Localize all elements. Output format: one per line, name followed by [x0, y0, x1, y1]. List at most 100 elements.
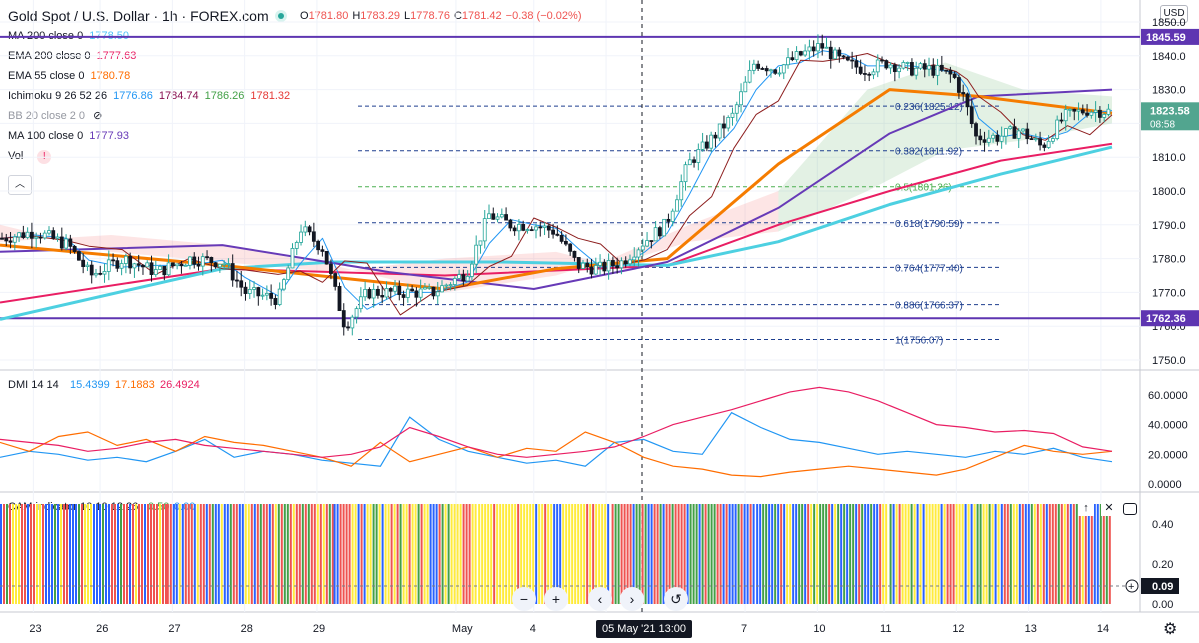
cam-bar [84, 504, 86, 604]
candle-body [615, 265, 620, 269]
candle-body [98, 272, 103, 275]
cam-bar [740, 504, 743, 604]
cam-bar [1051, 504, 1054, 604]
cam-bar [762, 504, 765, 604]
cam-bar [453, 504, 456, 604]
candle-body [722, 123, 726, 129]
cam-bar [304, 504, 307, 604]
candle-body [247, 289, 252, 294]
cam-bar [731, 504, 734, 604]
indicator-legend-row[interactable]: BB 20 close 2 0 ⊘ [8, 109, 102, 123]
pane-close-icon[interactable]: ✕ [1101, 500, 1117, 516]
indicator-legend-row[interactable]: MA 100 close 0 1777.93 [8, 129, 129, 143]
cam-bar [819, 504, 822, 604]
candle-body [534, 226, 538, 231]
cam-bar [1099, 504, 1102, 604]
eye-off-icon[interactable]: ⊘ [93, 110, 103, 122]
cam-bar [870, 504, 873, 604]
cam-bar [801, 504, 804, 604]
indicator-label: BB 20 close 2 0 [8, 110, 86, 122]
cam-bar [408, 504, 411, 604]
candle-body [273, 297, 278, 305]
cam-bar [940, 504, 943, 604]
candle-body [880, 59, 884, 62]
cam-bar [831, 504, 834, 604]
indicator-legend-row[interactable]: Ichimoku 9 26 52 26 1776.86 1784.74 1786.26… [8, 89, 290, 103]
candle-body [1102, 114, 1107, 118]
cam-bar [360, 504, 363, 604]
cam-bar [441, 504, 444, 604]
candle-body [905, 62, 910, 64]
zoom-in-button[interactable]: + [544, 587, 568, 611]
cam-bar [150, 504, 152, 604]
cam-bar [677, 504, 680, 604]
candle-body [341, 310, 346, 328]
cam-bar [598, 504, 601, 604]
cam-bar [378, 504, 381, 604]
price-tick-label: 1810.0 [1152, 152, 1186, 164]
candle-body [222, 263, 227, 266]
candle-body [1055, 119, 1060, 139]
cam-bar [405, 504, 408, 604]
cam-bar [175, 504, 178, 604]
candle-body [546, 225, 551, 231]
cam-bar [544, 504, 547, 604]
candle-body [670, 210, 675, 222]
candle-body [371, 288, 376, 299]
candle-body [230, 263, 235, 281]
cam-bar [214, 504, 217, 604]
candle-body [106, 259, 111, 272]
cam-bar [132, 504, 134, 604]
zoom-out-button[interactable]: − [512, 587, 536, 611]
candle-body [713, 134, 718, 139]
candle-body [115, 260, 120, 269]
cam-bar [559, 504, 562, 604]
pane-up-icon[interactable]: ↑ [1078, 500, 1094, 516]
cam-bar [196, 504, 199, 604]
cam-bar [342, 504, 345, 604]
cam-bar [1036, 504, 1039, 604]
cam-bar [746, 504, 749, 604]
cam-tick-label: 0.20 [1152, 559, 1173, 571]
collapse-legend-button[interactable]: ︿ [8, 175, 32, 195]
candle-body [756, 63, 761, 69]
candle-body [81, 259, 86, 267]
cam-bar [858, 504, 861, 604]
reset-chart-button[interactable]: ↺ [664, 587, 688, 611]
scroll-right-button[interactable]: › [620, 587, 644, 611]
cam-bar [656, 504, 659, 604]
cam-bar [229, 504, 232, 604]
settings-gear-icon[interactable]: ⚙ [1163, 621, 1178, 638]
currency-button[interactable]: USD [1160, 5, 1188, 23]
cam-bar [450, 504, 453, 604]
cam-bar [1039, 504, 1042, 604]
cam-bar [217, 504, 220, 604]
candle-body [59, 236, 64, 249]
cam-bar [997, 504, 1000, 604]
cam-bar [138, 504, 140, 604]
candle-body [999, 135, 1004, 142]
cam-bar [253, 504, 256, 604]
candle-body [645, 240, 649, 247]
cam-bar [846, 504, 849, 604]
cam-bar [1030, 504, 1033, 604]
cam-bar [223, 504, 226, 604]
cam-bar [123, 504, 125, 604]
candle-body [158, 265, 162, 270]
candle-body [790, 57, 795, 61]
candle-body [329, 263, 333, 274]
candle-body [841, 55, 846, 58]
cam-bar [399, 504, 402, 604]
pane-maximize-icon[interactable] [1123, 503, 1137, 515]
candle-body [867, 73, 872, 76]
scroll-left-button[interactable]: ‹ [588, 587, 612, 611]
cam-bar [553, 504, 556, 604]
candle-body [393, 285, 397, 292]
cam-bar [369, 504, 372, 604]
symbol-title[interactable]: Gold Spot / U.S. Dollar · 1h · FOREX.com [8, 8, 269, 24]
candle-body [965, 93, 970, 108]
candle-body [64, 238, 68, 249]
candle-body [465, 275, 470, 282]
cam-bar [96, 504, 98, 604]
